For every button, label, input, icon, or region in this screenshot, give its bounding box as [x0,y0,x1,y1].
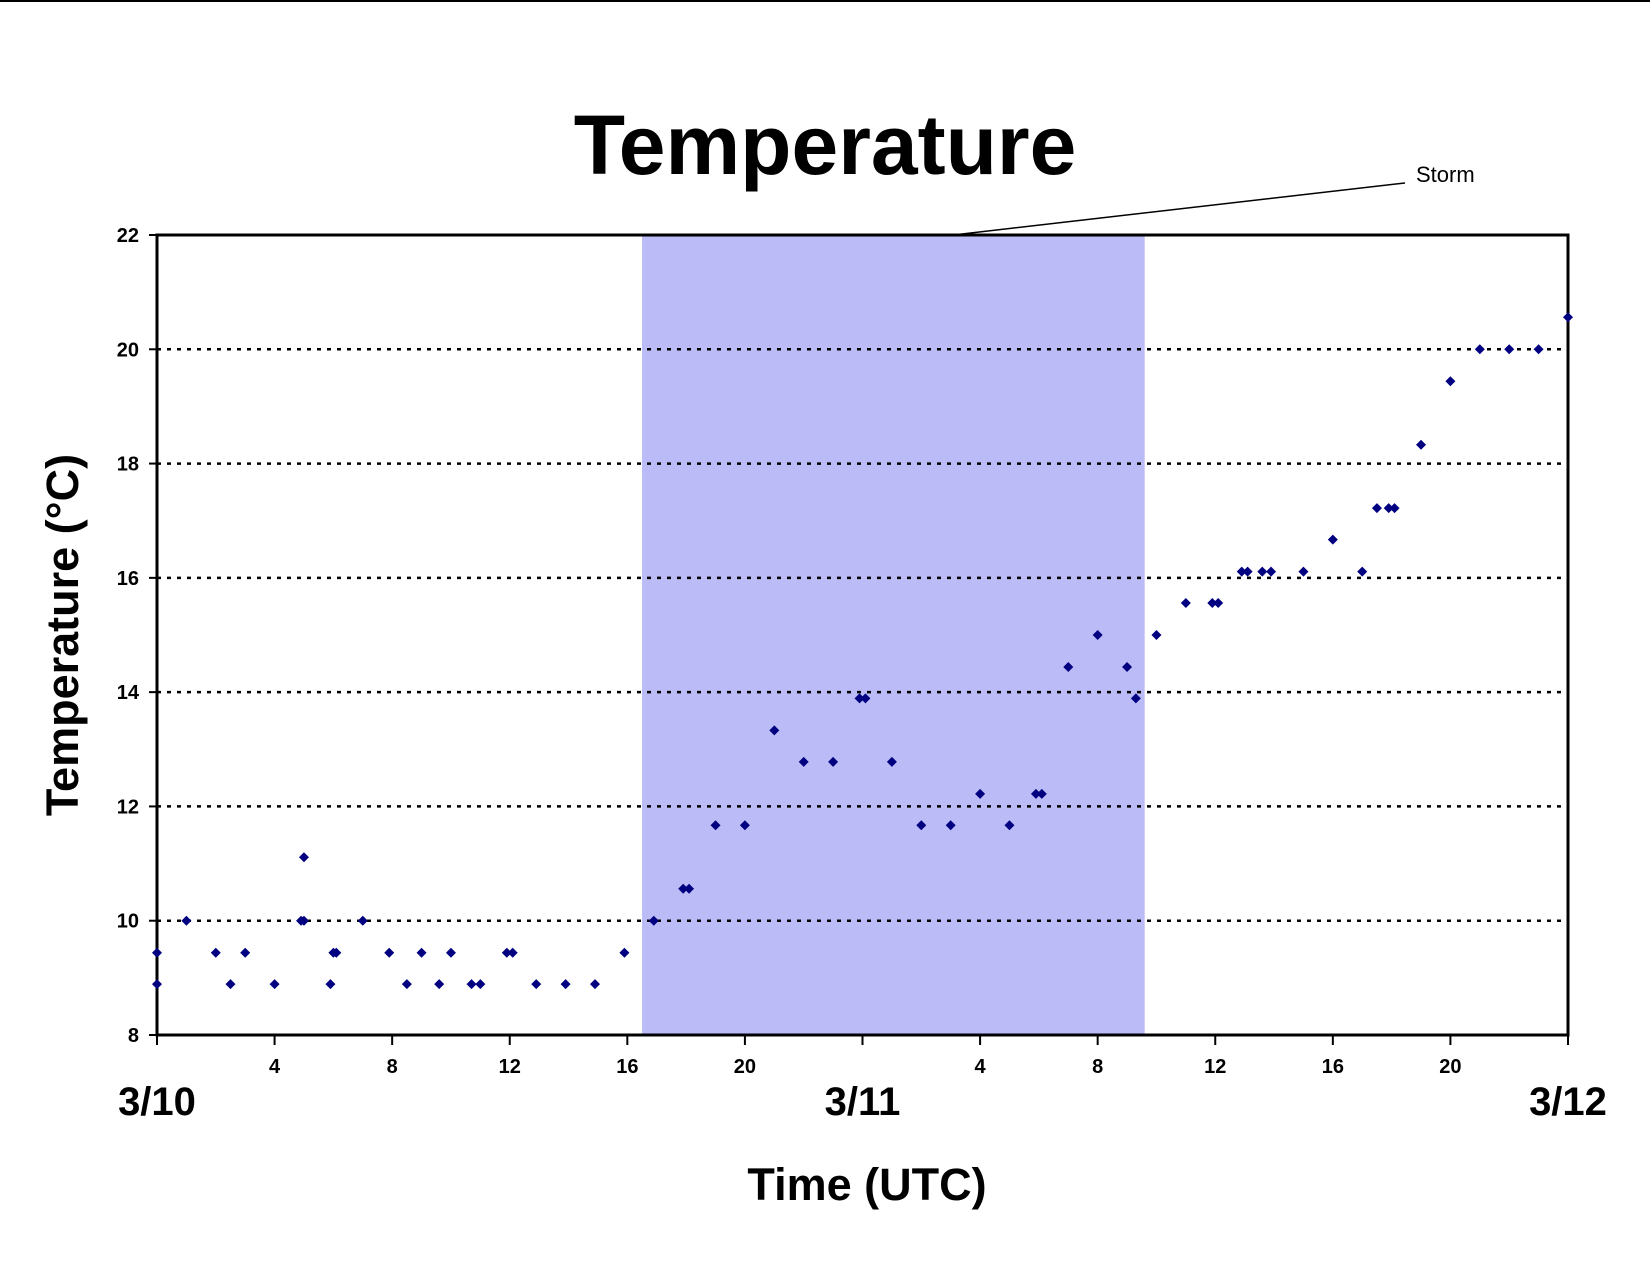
data-point [1504,344,1515,355]
data-point [501,947,512,958]
data-point [531,979,542,990]
data-point [854,693,865,704]
data-point [1383,503,1394,514]
data-point [416,947,427,958]
data-point [1474,344,1485,355]
data-point [648,915,659,926]
x-tick-label-40: 16 [1322,1056,1344,1078]
data-point [1298,566,1309,577]
data-point [560,979,571,990]
y-tick-label-8: 8 [128,1025,139,1047]
data-point [1563,312,1573,323]
data-point [886,756,897,767]
data-point [739,820,750,831]
data-point [507,947,518,958]
data-point [1257,566,1268,577]
data-point [181,915,192,926]
data-point [769,725,780,736]
y-tick-label-20: 20 [117,339,139,361]
data-point [798,756,809,767]
x-tick-label-4: 4 [269,1056,281,1078]
data-point [684,883,695,894]
y-tick-label-16: 16 [117,568,139,590]
data-point [589,979,600,990]
data-points-layer [152,312,1573,990]
date-label-3-11: 3/11 [825,1080,901,1124]
data-point [1236,566,1247,577]
y-tick-label-12: 12 [117,796,139,818]
storm-annotation-label: Storm [1416,162,1475,187]
y-tick-label-18: 18 [117,454,139,476]
data-point [1371,503,1382,514]
data-point [384,947,395,958]
storm-shading-layer [642,235,1145,1035]
data-point [828,756,839,767]
data-point [1122,662,1133,672]
date-label-3-10: 3/10 [118,1080,196,1124]
x-tick-label-32: 8 [1092,1056,1103,1078]
data-point [445,947,456,958]
data-point [152,947,162,958]
data-point [434,979,445,990]
data-point [1030,788,1041,799]
data-point [916,820,927,831]
data-point [475,979,486,990]
axis-ticks-layer: 8 10 12 14 16 18 20 22 4 8 12 16 20 4 8 12 16 20 3/10 3/11 3… [117,225,1607,1124]
x-tick-label-44: 20 [1439,1056,1461,1078]
y-axis-title: Temperature (°C) [37,454,88,816]
data-point [1092,630,1103,640]
x-tick-label-16: 16 [616,1056,638,1078]
data-point [325,979,336,990]
storm-callout-line [953,182,1406,236]
y-tick-label-10: 10 [117,911,139,933]
data-point [1130,693,1141,704]
data-point [1533,344,1544,355]
data-point [1151,630,1162,640]
top-border-line [0,0,1650,2]
x-tick-label-36: 12 [1204,1056,1226,1078]
data-point [1036,788,1047,799]
data-point [298,852,309,863]
storm-shading [642,235,1145,1035]
data-point [1389,503,1400,514]
data-point [619,947,630,958]
data-point [975,788,986,799]
date-label-3-12: 3/12 [1529,1080,1607,1124]
data-point [1445,376,1456,387]
x-tick-label-12: 12 [499,1056,521,1078]
data-point [152,979,162,990]
x-tick-label-20: 20 [734,1056,756,1078]
x-tick-label-28: 4 [975,1056,987,1078]
data-point [1327,534,1338,545]
y-tick-label-22: 22 [117,225,139,247]
data-point [1207,598,1218,608]
data-point [298,915,309,926]
data-point [1213,598,1224,608]
data-point [240,947,251,958]
data-point [1266,566,1277,577]
chart-title: Temperature [574,98,1077,192]
data-point [401,979,412,990]
data-point [1242,566,1253,577]
data-point [1004,820,1015,831]
data-point [357,915,368,926]
x-tick-label-8: 8 [387,1056,398,1078]
data-point [1180,598,1191,608]
y-tick-label-14: 14 [117,682,140,704]
data-point [1063,662,1074,672]
data-point [678,883,689,894]
data-point [710,820,721,831]
data-point [1357,566,1368,577]
data-point [945,820,956,831]
data-point [210,947,221,958]
data-point [466,979,477,990]
data-point [860,693,871,704]
data-point [269,979,280,990]
data-point [1416,439,1427,450]
annotation-layer: Storm [953,162,1475,236]
data-point [331,947,342,958]
data-point [225,979,236,990]
x-axis-title: Time (UTC) [747,1159,986,1210]
